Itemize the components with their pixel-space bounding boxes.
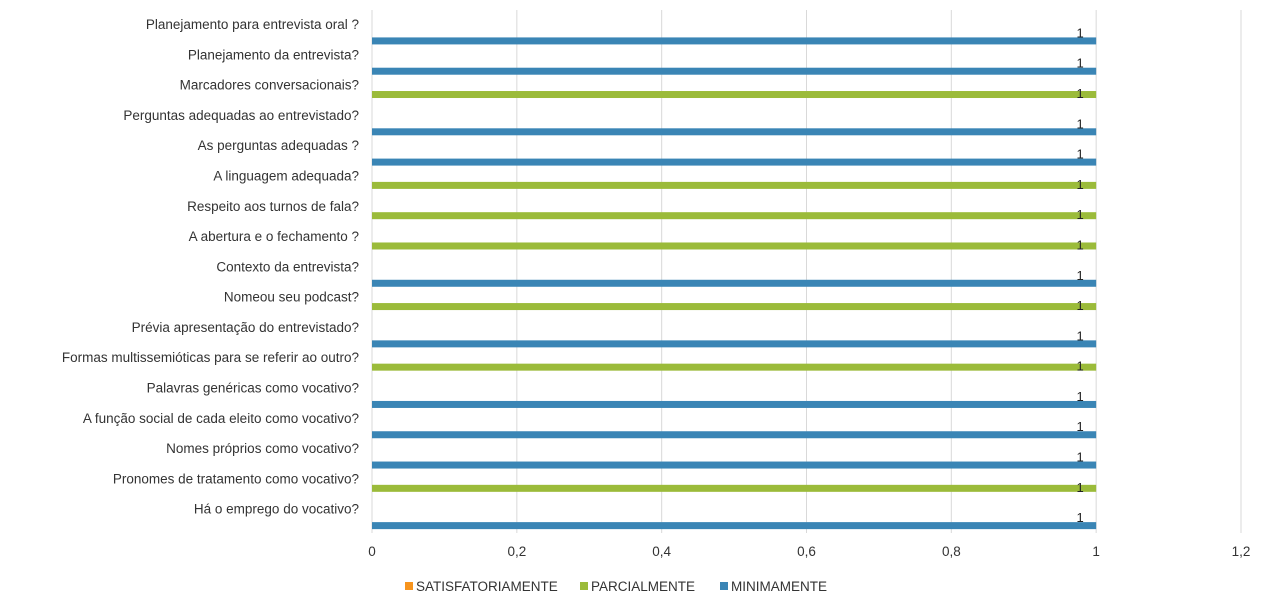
legend-swatch [405, 582, 413, 590]
legend-swatch [580, 582, 588, 590]
data-label: 1 [1077, 237, 1084, 252]
data-label: 1 [1077, 147, 1084, 162]
bar-minimamente [372, 128, 1097, 136]
legend-label: SATISFATORIAMENTE [416, 579, 558, 594]
bar-parcialmente [372, 363, 1097, 371]
category-label: Nomes próprios como vocativo? [166, 441, 359, 456]
legend-label: MINIMAMENTE [731, 579, 827, 594]
bar-minimamente [372, 522, 1097, 530]
category-label: A linguagem adequada? [213, 168, 359, 183]
bar-minimamente [372, 279, 1097, 287]
legend-label: PARCIALMENTE [591, 579, 695, 594]
x-tick-label: 0 [368, 544, 376, 559]
category-labels: Planejamento para entrevista oral ? Plane… [62, 17, 359, 517]
bar-minimamente [372, 340, 1097, 348]
legend: SATISFATORIAMENTE PARCIALMENTE MINIMAMENTE [405, 579, 827, 594]
data-label: 1 [1077, 207, 1084, 222]
category-label: Contexto da entrevista? [216, 259, 359, 274]
data-label: 1 [1077, 389, 1084, 404]
bar-parcialmente [372, 303, 1097, 311]
bar-parcialmente [372, 242, 1097, 250]
bar-minimamente [372, 158, 1097, 166]
bar-minimamente [372, 431, 1097, 439]
category-label: Palavras genéricas como vocativo? [147, 381, 359, 396]
x-tick-label: 0,4 [652, 544, 671, 559]
category-label: Pronomes de tratamento como vocativo? [113, 471, 359, 486]
category-label: Há o emprego do vocativo? [194, 502, 359, 517]
data-label: 1 [1077, 56, 1084, 71]
category-label: Perguntas adequadas ao entrevistado? [123, 108, 359, 123]
data-label: 1 [1077, 328, 1084, 343]
category-label: A abertura e o fechamento ? [189, 229, 359, 244]
category-label: Planejamento para entrevista oral ? [146, 17, 359, 32]
x-tick-label: 0,2 [507, 544, 526, 559]
x-tick-label: 1 [1092, 544, 1100, 559]
category-label: Formas multissemióticas para se referir … [62, 350, 359, 365]
data-labels: 1 1 1 1 1 1 1 1 1 1 1 1 1 1 1 1 1 [1077, 25, 1084, 525]
data-label: 1 [1077, 86, 1084, 101]
category-label: Nomeou seu podcast? [224, 290, 359, 305]
category-label: Planejamento da entrevista? [188, 47, 359, 62]
category-label: Prévia apresentação do entrevistado? [132, 320, 359, 335]
x-tick-label: 0,6 [797, 544, 816, 559]
legend-swatch [720, 582, 728, 590]
bar-minimamente [372, 400, 1097, 408]
bar-parcialmente [372, 484, 1097, 492]
data-label: 1 [1077, 419, 1084, 434]
data-label: 1 [1077, 450, 1084, 465]
data-label: 1 [1077, 116, 1084, 131]
bar-parcialmente [372, 91, 1097, 99]
gridlines [371, 10, 1242, 533]
bar-minimamente [372, 461, 1097, 469]
data-label: 1 [1077, 25, 1084, 40]
bar-parcialmente [372, 181, 1097, 189]
bar-minimamente [372, 37, 1097, 45]
data-label: 1 [1077, 298, 1084, 313]
data-label: 1 [1077, 359, 1084, 374]
data-label: 1 [1077, 268, 1084, 283]
bar-minimamente [372, 67, 1097, 75]
category-label: A função social de cada eleito como voca… [83, 411, 359, 426]
x-tick-label: 0,8 [942, 544, 961, 559]
x-tick-labels: 0 0,2 0,4 0,6 0,8 1 1,2 [368, 544, 1250, 559]
category-label: Marcadores conversacionais? [180, 78, 359, 93]
data-label: 1 [1077, 177, 1084, 192]
data-label: 1 [1077, 480, 1084, 495]
x-tick-label: 1,2 [1232, 544, 1251, 559]
category-label: Respeito aos turnos de fala? [187, 199, 359, 214]
bar-parcialmente [372, 212, 1097, 220]
bars [372, 37, 1097, 530]
data-label: 1 [1077, 510, 1084, 525]
category-label: As perguntas adequadas ? [198, 138, 359, 153]
